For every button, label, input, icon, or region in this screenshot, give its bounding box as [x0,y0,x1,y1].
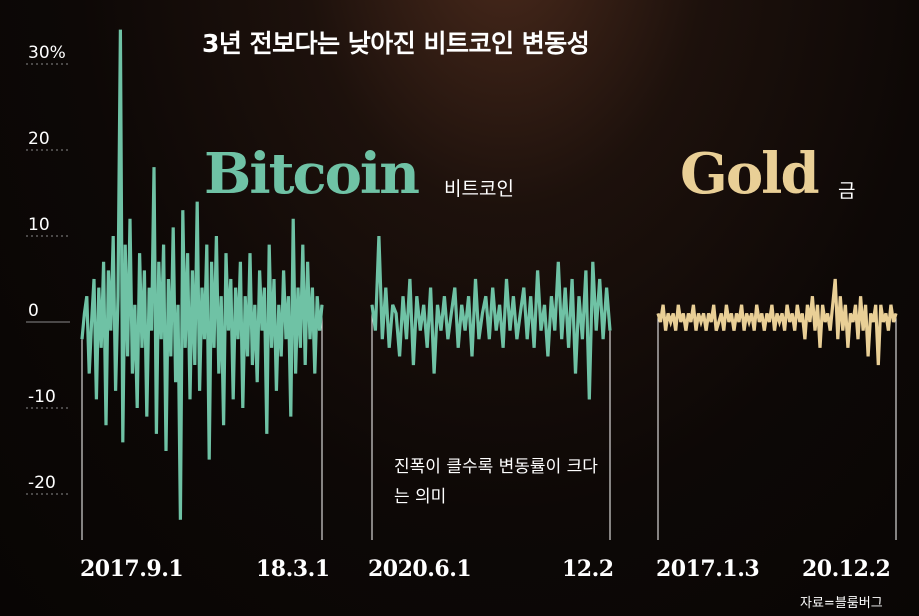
chart-title: 3년 전보다는 낮아진 비트코인 변동성 [202,29,590,58]
y-tick-label: -20 [28,473,56,493]
panel1-start-date: 2017.9.1 [80,556,184,582]
y-tick-label: -10 [28,387,56,407]
chart-panels [80,29,898,540]
y-tick-label: 0 [28,301,39,321]
series-line-bitcoin [80,29,324,520]
y-tick-label: 10 [28,215,50,235]
gold-panel-label: Gold [680,141,820,207]
y-tick-label: 30% [28,43,66,63]
bitcoin-panel-label: Bitcoin [204,141,420,207]
panel3-start-date: 2017.1.3 [656,556,760,582]
y-gridlines: 30% 20 10 0 -10 -20 [26,43,70,495]
series-line-bitcoin [370,235,612,400]
panel1-end-date: 18.3.1 [256,556,330,582]
panel2-start-date: 2020.6.1 [368,556,472,582]
source-label: 자료=블룸버그 [800,596,883,611]
chart-annotation: 진폭이 클수록 변동률이 크다는 의미 [394,457,598,507]
panel3-end-date: 20.12.2 [802,556,891,582]
panel2-end-date: 12.2 [562,556,614,582]
bitcoin-panel-sublabel: 비트코인 [444,178,514,200]
series-line-gold [656,278,898,366]
y-tick-label: 20 [28,129,50,149]
gold-panel-sublabel: 금 [838,180,856,202]
